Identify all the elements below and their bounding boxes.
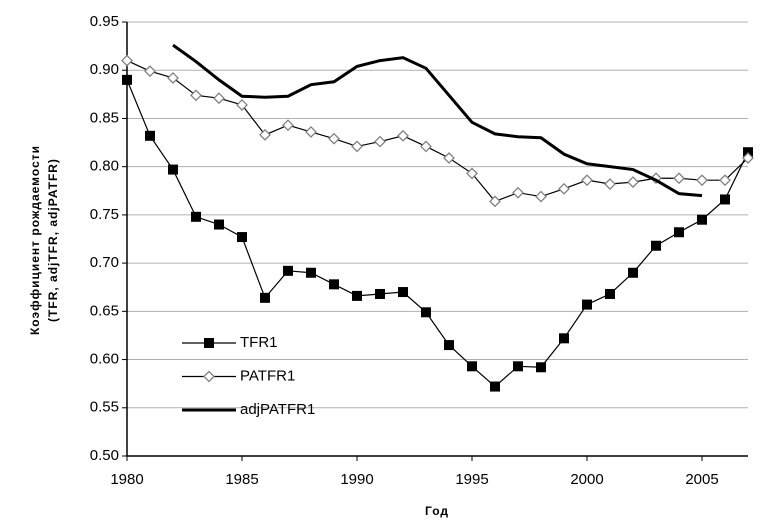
- x-tick-label: 2005: [685, 471, 718, 488]
- marker: [237, 232, 247, 243]
- marker: [374, 135, 386, 148]
- marker: [145, 130, 155, 141]
- marker: [329, 279, 339, 290]
- marker: [604, 178, 616, 190]
- marker: [306, 267, 316, 278]
- y-axis-label: (TFR, adjTFR, adjPATFR): [46, 158, 60, 322]
- marker: [443, 152, 455, 164]
- marker: [490, 381, 500, 392]
- marker: [190, 89, 202, 102]
- y-tick-label: 0.50: [90, 447, 119, 464]
- y-tick-label: 0.55: [90, 399, 119, 416]
- marker: [535, 190, 547, 203]
- marker: [605, 288, 615, 299]
- y-tick-label: 0.70: [90, 254, 119, 271]
- y-tick-label: 0.85: [90, 109, 119, 126]
- marker: [444, 340, 454, 351]
- series-line: [126, 60, 749, 203]
- marker: [214, 219, 224, 230]
- legend-marker: [203, 370, 215, 383]
- y-tick-label: 0.60: [90, 351, 119, 368]
- marker: [398, 287, 408, 298]
- series-line: [126, 79, 749, 388]
- y-tick-label: 0.65: [90, 302, 119, 319]
- marker: [352, 290, 362, 301]
- marker: [513, 361, 523, 372]
- x-tick-label: 1985: [225, 471, 258, 488]
- marker: [628, 267, 638, 278]
- marker: [742, 152, 754, 164]
- marker: [283, 265, 293, 276]
- marker: [512, 186, 524, 199]
- legend-label: PATFR1: [240, 367, 295, 384]
- marker: [697, 214, 707, 225]
- y-tick-label: 0.90: [90, 61, 119, 78]
- marker: [466, 167, 478, 180]
- marker: [536, 362, 546, 373]
- x-axis-label: Год: [425, 504, 449, 518]
- legend-label: TFR1: [240, 334, 278, 351]
- marker: [282, 119, 294, 132]
- legend-marker: [204, 338, 214, 348]
- legend-label: adjPATFR1: [240, 401, 315, 418]
- marker: [167, 72, 179, 84]
- marker: [213, 92, 225, 105]
- marker: [651, 240, 661, 251]
- marker: [720, 194, 730, 205]
- marker: [260, 292, 270, 303]
- y-tick-label: 0.95: [90, 13, 119, 30]
- marker: [305, 126, 317, 138]
- marker: [421, 307, 431, 318]
- marker: [489, 195, 501, 208]
- x-tick-label: 2000: [570, 471, 603, 488]
- marker: [351, 140, 363, 153]
- marker: [696, 174, 708, 187]
- series-line: [172, 43, 703, 198]
- marker: [627, 176, 639, 189]
- marker: [168, 164, 178, 175]
- marker: [375, 288, 385, 299]
- y-tick-label: 0.75: [90, 206, 119, 223]
- marker: [144, 65, 156, 78]
- marker: [236, 99, 248, 111]
- x-tick-label: 1995: [455, 471, 488, 488]
- marker: [558, 182, 570, 195]
- marker: [674, 227, 684, 238]
- marker: [121, 54, 133, 67]
- marker: [420, 140, 432, 153]
- marker: [559, 333, 569, 344]
- marker: [122, 74, 132, 85]
- x-tick-label: 1980: [110, 471, 143, 488]
- marker: [397, 129, 409, 142]
- marker: [328, 132, 340, 145]
- y-tick-label: 0.80: [90, 158, 119, 175]
- marker: [259, 128, 271, 141]
- marker: [582, 299, 592, 310]
- marker: [673, 172, 685, 185]
- y-axis-label: Коэффициент рождаемости: [28, 145, 42, 335]
- marker: [191, 211, 201, 222]
- marker: [719, 174, 731, 187]
- marker: [581, 174, 593, 187]
- x-tick-label: 1990: [340, 471, 373, 488]
- marker: [467, 361, 477, 372]
